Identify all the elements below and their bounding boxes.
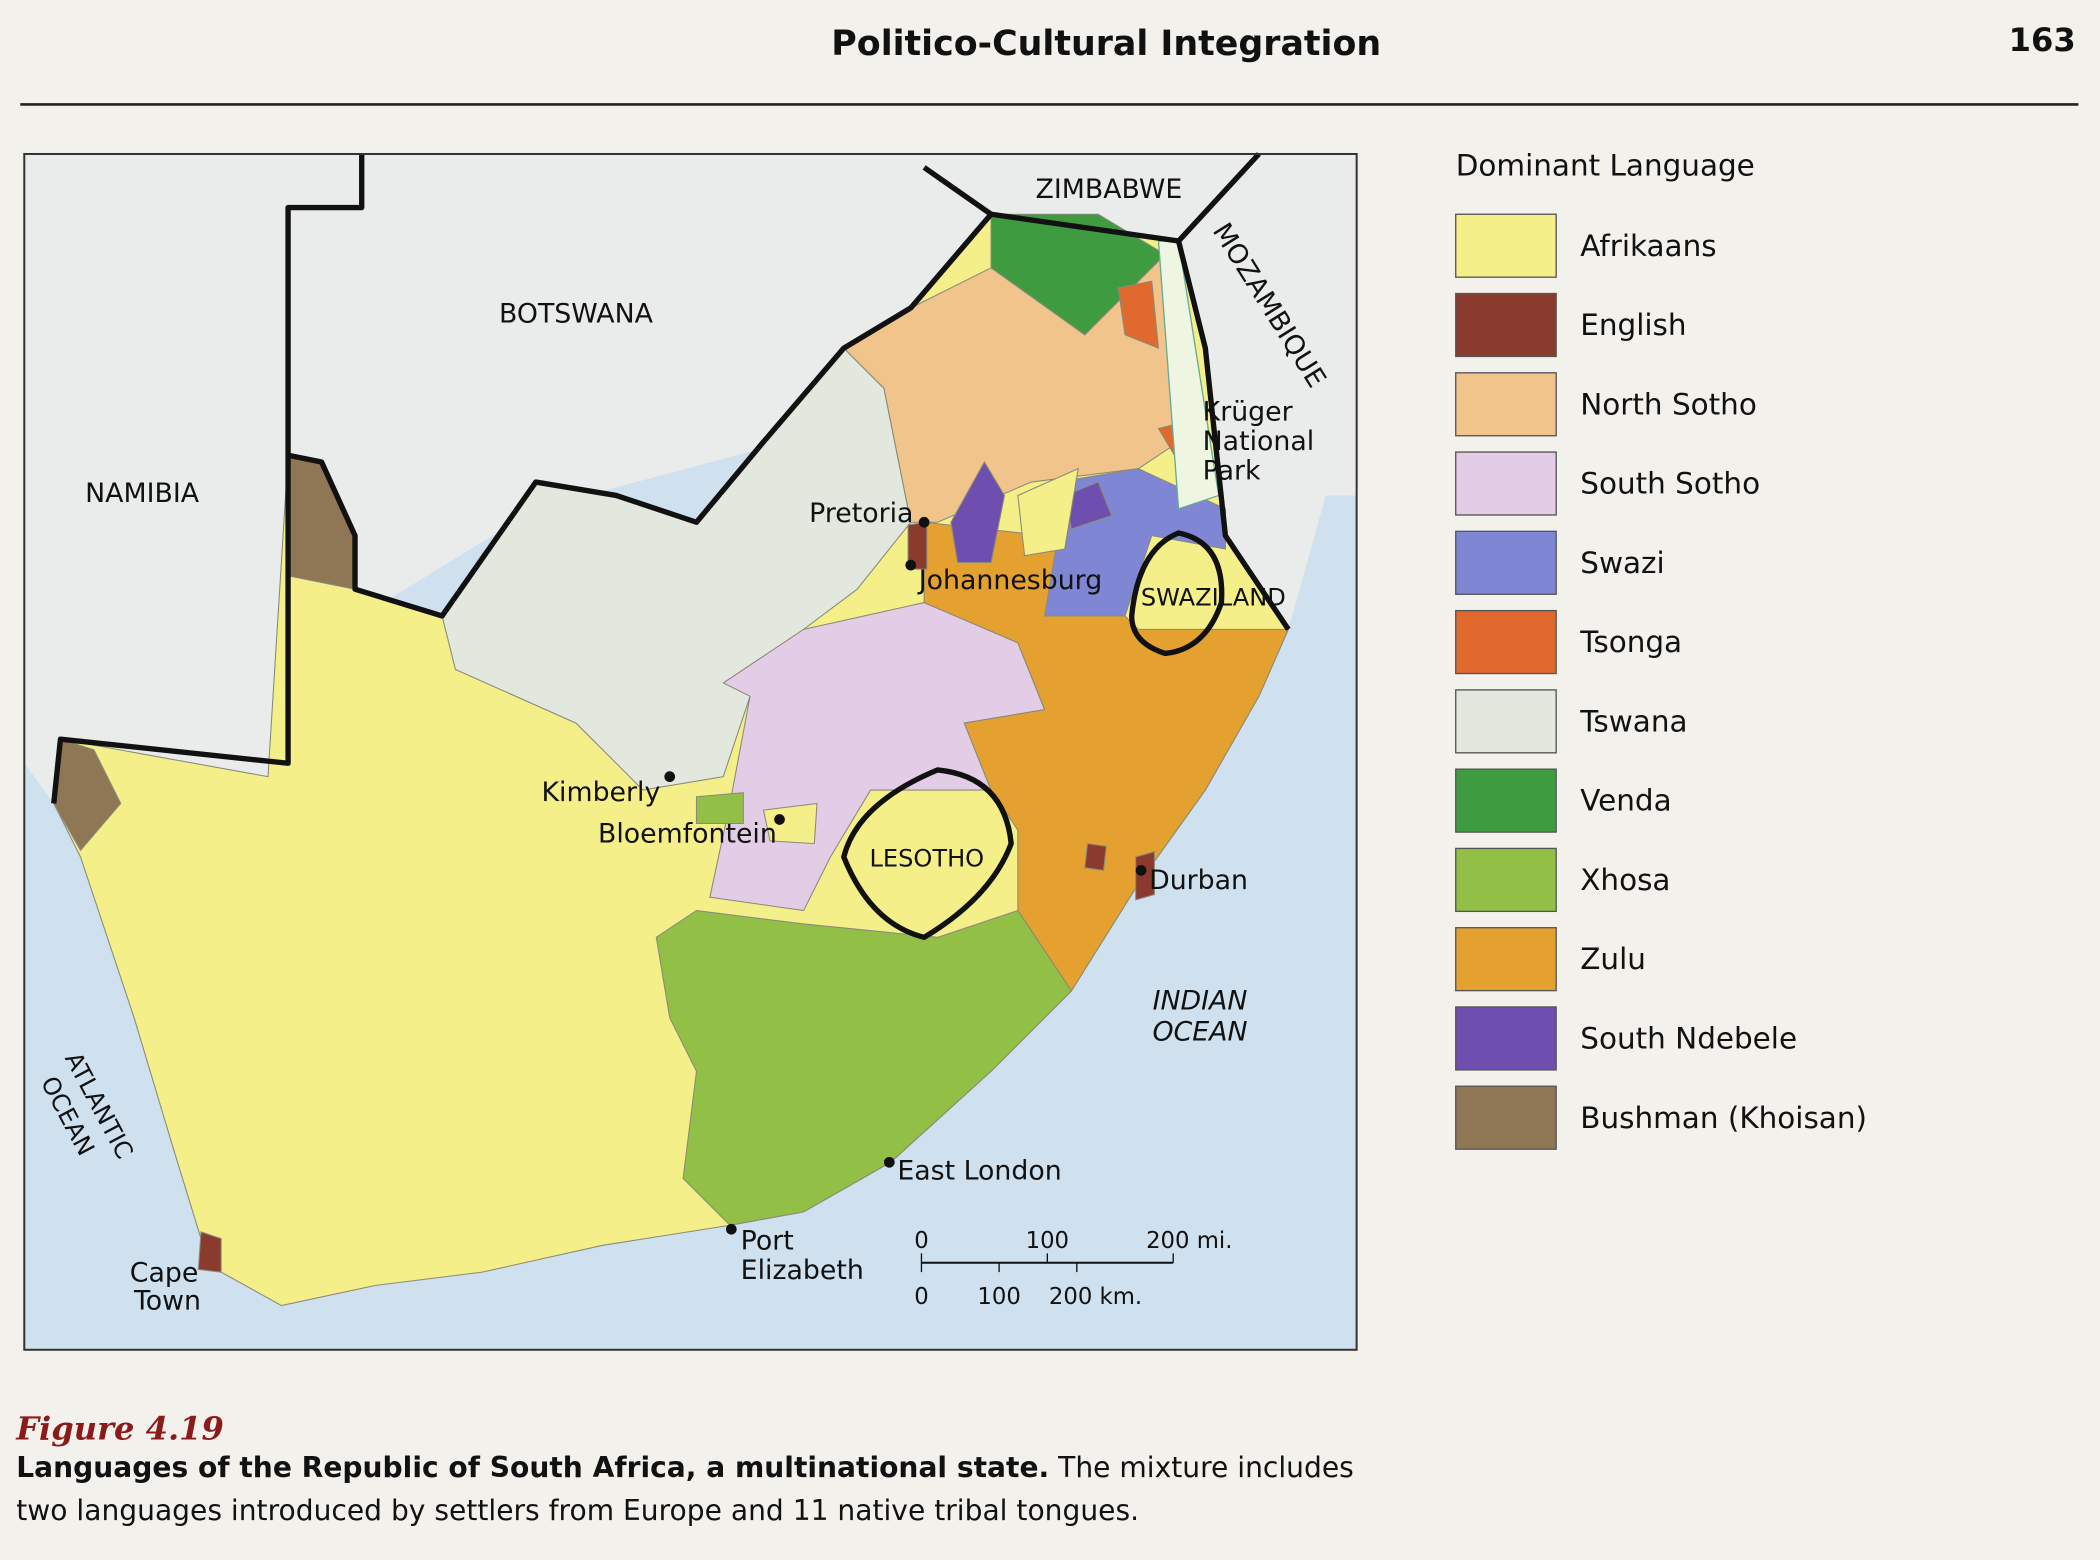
ocean-label: OCEAN: [1152, 1016, 1247, 1047]
legend-swatch: [1455, 1006, 1557, 1071]
country-label: BOTSWANA: [499, 299, 654, 330]
ocean-label: INDIAN: [1153, 986, 1248, 1017]
legend-label: Swazi: [1580, 546, 1664, 580]
scale-label: 0: [914, 1228, 928, 1254]
xhosa-region: [655, 909, 1073, 1226]
country-label: LESOTHO: [869, 844, 984, 872]
park-label: National: [1203, 426, 1315, 457]
legend-swatch: [1455, 213, 1557, 278]
scale-label: 0: [914, 1284, 928, 1310]
caption-bold: Languages of the Republic of South Afric…: [16, 1451, 1050, 1484]
tsonga-region: [1117, 280, 1160, 349]
city-dot: [883, 1156, 895, 1168]
legend-swatch: [1455, 689, 1557, 754]
legend: Dominant Language Afrikaans English North …: [1455, 148, 1867, 1150]
legend-swatch: [1455, 451, 1557, 516]
city-label: Kimberly: [542, 777, 661, 808]
city-dot: [918, 516, 930, 528]
running-title: Politico-Cultural Integration: [831, 24, 1381, 64]
afrikaans-enclave: [1017, 467, 1079, 557]
lesotho: [841, 767, 1014, 941]
xhosa-region: [695, 792, 744, 825]
city-label: Elizabeth: [741, 1255, 864, 1286]
city-dot: [774, 814, 785, 825]
legend-swatch: [1455, 292, 1557, 358]
legend-swatch: [1455, 1085, 1557, 1150]
scale-bar: 0 100 200 mi. 0 100 200 km.: [914, 1228, 1232, 1310]
city-label: Port: [741, 1225, 794, 1256]
figure-label: Figure 4.19: [15, 1409, 224, 1447]
city-dot: [905, 559, 917, 571]
scale-label: 100: [977, 1284, 1020, 1310]
city-label: Pretoria: [809, 498, 913, 529]
legend-label: Zulu: [1580, 942, 1646, 976]
south-ndebele-region: [950, 460, 1006, 563]
scale-label: 100: [1026, 1228, 1069, 1254]
city-dot: [664, 771, 676, 783]
legend-label: Bushman (Khoisan): [1580, 1101, 1867, 1135]
map: ZIMBABWE BOTSWANA NAMIBIA MOZAMBIQUE SWA…: [23, 152, 1358, 1351]
legend-swatch: [1455, 530, 1557, 595]
city-label: Johannesburg: [917, 565, 1102, 596]
city-dot: [1135, 865, 1147, 876]
country-label: NAMIBIA: [85, 478, 200, 509]
map-frame: [23, 152, 1358, 1351]
legend-swatch: [1455, 847, 1557, 913]
border-namibia: [51, 153, 365, 804]
city-dot: [725, 1223, 737, 1235]
park-label: Park: [1203, 455, 1261, 486]
legend-swatch: [1455, 768, 1557, 833]
english-region: [1084, 842, 1107, 871]
scale-label: 200 mi.: [1146, 1228, 1232, 1254]
english-region: [1135, 850, 1155, 901]
legend-title: Dominant Language: [1456, 148, 1755, 182]
legend-label: Tsonga: [1579, 625, 1682, 659]
legend-swatch: [1455, 927, 1557, 992]
city-label: Town: [133, 1286, 201, 1317]
city-label: East London: [897, 1156, 1061, 1187]
country-label: SWAZILAND: [1141, 583, 1286, 611]
scale-label: 200 km.: [1049, 1284, 1142, 1310]
legend-swatch: [1455, 609, 1557, 675]
caption-box: Languages of the Republic of South Afric…: [16, 1446, 1355, 1532]
legend-label: Tswana: [1579, 704, 1687, 738]
city-label: Durban: [1149, 865, 1248, 896]
legend-label: Xhosa: [1580, 863, 1670, 897]
legend-label: South Ndebele: [1580, 1021, 1797, 1055]
english-region: [197, 1231, 222, 1273]
legend-swatch: [1455, 372, 1557, 437]
swaziland: [1129, 530, 1225, 657]
city-label: Bloemfontein: [598, 818, 777, 849]
legend-label: English: [1580, 308, 1686, 342]
border-mozambique: [1175, 240, 1291, 631]
legend-label: South Sotho: [1580, 467, 1760, 501]
caption: Languages of the Republic of South Afric…: [16, 1446, 1355, 1532]
country-label: ZIMBABWE: [1036, 174, 1183, 205]
border-botswana: [287, 165, 994, 619]
page-number: 163: [2009, 21, 2076, 59]
city-label: Cape: [130, 1257, 199, 1288]
legend-label: Venda: [1580, 784, 1671, 818]
legend-label: North Sotho: [1580, 387, 1757, 421]
legend-label: Afrikaans: [1580, 229, 1716, 263]
afrikaans-enclave: [762, 802, 818, 845]
park-label: Krüger: [1203, 396, 1293, 427]
caption-text: The mixture includes two languages intro…: [16, 1451, 1354, 1527]
